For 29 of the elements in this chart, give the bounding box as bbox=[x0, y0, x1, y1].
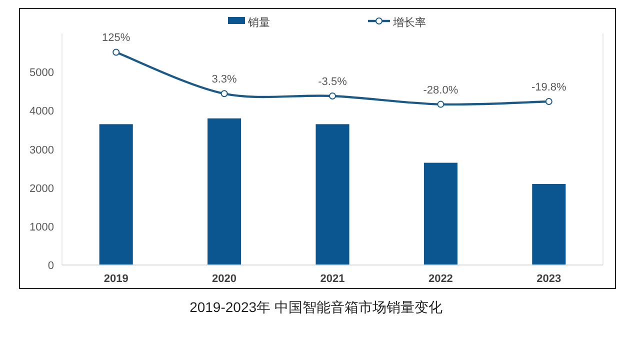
y-tick-label: 5000 bbox=[30, 67, 54, 80]
data-label: -28.0% bbox=[423, 84, 458, 96]
x-tick-label: 2021 bbox=[320, 273, 345, 285]
x-tick-label: 2022 bbox=[428, 273, 453, 285]
point bbox=[112, 48, 120, 56]
text: 2019-2023年 中国智能音箱市场销量变化 bbox=[190, 299, 442, 315]
x-tick-label: 2019 bbox=[104, 273, 128, 285]
bar bbox=[424, 162, 458, 265]
y-tick-label: 0 bbox=[48, 260, 54, 272]
data-label: 125% bbox=[102, 32, 130, 44]
legend-label: 销量 bbox=[247, 17, 270, 29]
y-tick-label: 2000 bbox=[30, 182, 54, 195]
bar bbox=[316, 124, 350, 265]
legend-label: 增长率 bbox=[392, 16, 426, 29]
bar bbox=[532, 184, 566, 265]
point bbox=[329, 92, 336, 100]
data-label: -19.8% bbox=[531, 82, 567, 94]
point bbox=[437, 100, 444, 108]
x-tick-label: 2023 bbox=[536, 273, 562, 285]
y-tick-label: 1000 bbox=[30, 221, 54, 234]
bar bbox=[99, 124, 133, 265]
data-label: 3.3% bbox=[212, 74, 238, 86]
data-label: -3.5% bbox=[318, 76, 348, 88]
x-tick-label: 2020 bbox=[212, 273, 237, 285]
y-tick-label: 3000 bbox=[30, 144, 54, 156]
point bbox=[545, 98, 552, 106]
point bbox=[220, 90, 228, 98]
bar bbox=[208, 118, 242, 265]
y-tick-label: 4000 bbox=[30, 106, 54, 118]
